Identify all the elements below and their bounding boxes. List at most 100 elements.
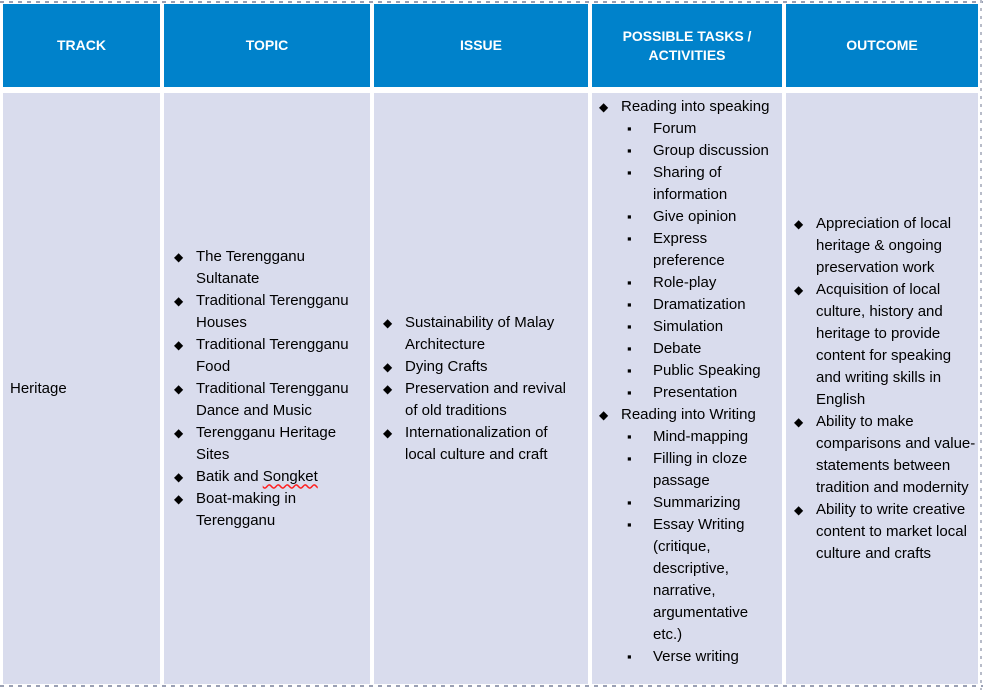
list-item-text: Reading into Writing (621, 406, 756, 423)
diamond-bullet-icon: ◆ (174, 249, 184, 264)
cell-outcome: ◆ Appreciation of local heritage & ongoin… (786, 93, 978, 684)
list-item: ▪ Role-play (599, 272, 779, 294)
list-item: ▪ Forum (599, 118, 779, 140)
list-item: ◆ Ability to make comparisons and value-s… (794, 411, 976, 499)
list-item-text: Presentation (653, 384, 738, 401)
square-bullet-icon: ▪ (627, 363, 632, 378)
cell-issue: ◆ Sustainability of Malay Architecture ◆ Dy… (374, 93, 588, 684)
list-item: ◆ Reading into Writing (599, 404, 779, 426)
list-item-text: Appreciation of local heritage & ongoing… (816, 214, 952, 276)
diamond-bullet-icon: ◆ (174, 293, 184, 308)
list-item: ◆ Appreciation of local heritage & ongoin… (794, 213, 976, 279)
list-item-text: Acquisition of local culture, history an… (816, 280, 952, 408)
list-item-text: Role-play (653, 274, 717, 291)
list-item: ▪ Presentation (599, 382, 779, 404)
diamond-bullet-icon: ◆ (599, 408, 609, 422)
list-item: ▪ Summarizing (599, 492, 779, 514)
cell-topic: ◆ The Terengganu Sultanate ◆ Traditional Te… (164, 93, 370, 684)
list-item-text: Sustainability of Malay Architecture (405, 313, 555, 353)
list-item: ◆ Traditional Terengganu Dance and Music (174, 378, 366, 422)
list-item-text: Preservation and revival of old traditio… (405, 379, 566, 419)
list-item: ◆ Internationalization of local culture a… (383, 422, 582, 466)
list-item-text: Internationalization of local culture an… (405, 423, 548, 463)
misspelled-word: Songket (262, 467, 318, 485)
list-item: ◆ Acquisition of local culture, history a… (794, 279, 976, 411)
list-item-text: Public Speaking (653, 362, 761, 379)
square-bullet-icon: ▪ (627, 165, 632, 180)
issues-list: ◆ Sustainability of Malay Architecture ◆ Dy… (383, 312, 582, 466)
square-bullet-icon: ▪ (627, 341, 632, 356)
list-item-text: Express preference (653, 230, 725, 269)
list-item: ▪ Debate (599, 338, 779, 360)
track-value: Heritage (10, 379, 67, 397)
diamond-bullet-icon: ◆ (383, 315, 393, 330)
topics-list: ◆ The Terengganu Sultanate ◆ Traditional Te… (174, 246, 366, 532)
list-item-text: Give opinion (653, 208, 737, 225)
square-bullet-icon: ▪ (627, 231, 632, 246)
square-bullet-icon: ▪ (627, 429, 632, 444)
list-item: ▪ Group discussion (599, 140, 779, 162)
list-item: ◆ The Terengganu Sultanate (174, 246, 366, 290)
list-item-text: Sharing of information (653, 164, 728, 203)
square-bullet-icon: ▪ (627, 319, 632, 334)
diamond-bullet-icon: ◆ (383, 359, 393, 374)
square-bullet-icon: ▪ (627, 209, 632, 224)
list-item-text: Traditional Terengganu Houses (196, 291, 349, 331)
list-item-text: Summarizing (653, 494, 741, 511)
list-item: ◆ Dying Crafts (383, 356, 582, 378)
list-item: ◆ Traditional Terengganu Food (174, 334, 366, 378)
square-bullet-icon: ▪ (627, 297, 632, 312)
list-item-text: Traditional Terengganu Dance and Music (196, 379, 349, 419)
square-bullet-icon: ▪ (627, 275, 632, 290)
list-item: ▪ Essay Writing (critique, descriptive, n… (599, 514, 779, 646)
square-bullet-icon: ▪ (627, 451, 632, 466)
diamond-bullet-icon: ◆ (794, 282, 804, 297)
square-bullet-icon: ▪ (627, 385, 632, 400)
curriculum-table: TRACK TOPIC ISSUE POSSIBLE TASKS / ACTIV… (3, 4, 978, 684)
column-header-topic: TOPIC (164, 4, 370, 87)
diamond-bullet-icon: ◆ (174, 491, 184, 506)
list-item: ▪ Give opinion (599, 206, 779, 228)
list-item: ◆ Sustainability of Malay Architecture (383, 312, 582, 356)
list-item-text: Ability to make comparisons and value-st… (816, 412, 976, 496)
list-item: ▪ Filling in cloze passage (599, 448, 779, 492)
diamond-bullet-icon: ◆ (794, 414, 804, 429)
list-item-text: Simulation (653, 318, 724, 335)
list-item: ◆ Ability to write creative content to ma… (794, 499, 976, 565)
list-item: ◆ Reading into speaking (599, 96, 779, 118)
selection-marquee-bottom (0, 685, 983, 687)
list-item-text: Group discussion (653, 142, 769, 159)
list-item-text: Ability to write creative content to mar… (816, 500, 967, 562)
outcomes-list: ◆ Appreciation of local heritage & ongoin… (794, 213, 976, 565)
diamond-bullet-icon: ◆ (383, 381, 393, 396)
list-item-text: Dying Crafts (405, 357, 488, 375)
square-bullet-icon: ▪ (627, 143, 632, 158)
list-item: ▪ Mind-mapping (599, 426, 779, 448)
list-item-text: Verse writing (653, 648, 739, 665)
list-item: ◆ Boat-making in Terengganu (174, 488, 366, 532)
diamond-bullet-icon: ◆ (174, 425, 184, 440)
diamond-bullet-icon: ◆ (174, 469, 184, 484)
list-item-text: Batik and Songket (196, 467, 318, 485)
list-item-text: Filling in cloze passage (653, 450, 748, 489)
list-item: ▪ Simulation (599, 316, 779, 338)
diamond-bullet-icon: ◆ (174, 381, 184, 396)
diamond-bullet-icon: ◆ (383, 425, 393, 440)
list-item-text: Reading into speaking (621, 98, 770, 115)
list-item-text: Traditional Terengganu Food (196, 335, 349, 375)
square-bullet-icon: ▪ (627, 121, 632, 136)
selection-marquee-right (980, 0, 982, 690)
list-item: ◆ Preservation and revival of old traditi… (383, 378, 582, 422)
cell-possible-tasks-activities: ◆ Reading into speaking ▪ Forum ▪ Group discu… (592, 93, 782, 684)
column-header-possible-tasks-activities: POSSIBLE TASKS / ACTIVITIES (592, 4, 782, 87)
list-item: ▪ Dramatization (599, 294, 779, 316)
square-bullet-icon: ▪ (627, 495, 632, 510)
column-header-track: TRACK (3, 4, 160, 87)
list-item-text: Dramatization (653, 296, 746, 313)
list-item-text: Forum (653, 120, 697, 137)
list-item: ▪ Sharing of information (599, 162, 779, 206)
cell-track: Heritage (3, 93, 160, 684)
list-item-text: Mind-mapping (653, 428, 749, 445)
column-header-outcome: OUTCOME (786, 4, 978, 87)
